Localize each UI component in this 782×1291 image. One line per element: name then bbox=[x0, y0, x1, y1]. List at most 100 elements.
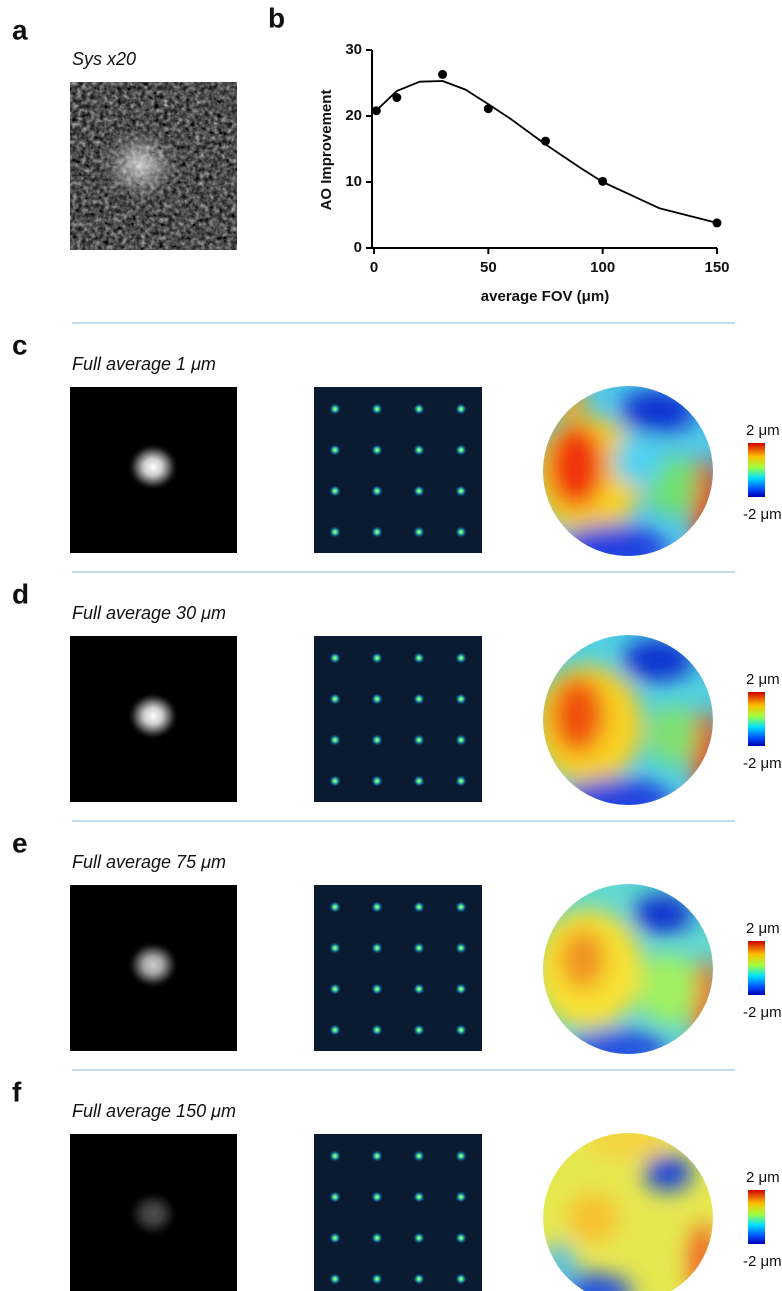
colorbar-min: -2 μm bbox=[743, 1253, 782, 1270]
panel-label: Full average 150 μm bbox=[72, 1101, 236, 1121]
x-tick-label: 100 bbox=[590, 259, 615, 276]
x-axis-label: average FOV (μm) bbox=[481, 288, 609, 305]
grid-spot bbox=[455, 983, 467, 995]
colorbar-min: -2 μm bbox=[743, 755, 782, 772]
wavefront-blob bbox=[558, 524, 668, 574]
wavefront-blob bbox=[648, 705, 698, 765]
grid-spot bbox=[455, 734, 467, 746]
grid-spot bbox=[455, 775, 467, 787]
colorbar bbox=[748, 941, 765, 995]
grid-spot bbox=[371, 1232, 383, 1244]
wavefront-blob bbox=[552, 677, 604, 753]
grid-spot bbox=[371, 526, 383, 538]
grid-spot bbox=[329, 1150, 341, 1162]
wavefront-blob bbox=[561, 929, 605, 989]
grid-spot bbox=[371, 942, 383, 954]
colorbar-max: 2 μm bbox=[746, 920, 780, 937]
wavefront-blob bbox=[568, 1029, 668, 1069]
grid-spot bbox=[455, 1150, 467, 1162]
grid-spot bbox=[329, 403, 341, 415]
wavefront-blob bbox=[588, 1128, 668, 1158]
panel-letter: a bbox=[12, 14, 28, 45]
grid-spot bbox=[455, 485, 467, 497]
grid-spot bbox=[413, 1024, 425, 1036]
colorbar-min: -2 μm bbox=[743, 506, 782, 523]
grid-spot bbox=[371, 1191, 383, 1203]
colorbar-max: 2 μm bbox=[746, 671, 780, 688]
grid-spot bbox=[329, 983, 341, 995]
colorbar-max: 2 μm bbox=[746, 422, 780, 439]
data-point bbox=[484, 104, 493, 113]
grid-spot bbox=[371, 734, 383, 746]
wavefront-blob bbox=[633, 894, 693, 934]
data-point bbox=[392, 93, 401, 102]
grid-spot bbox=[455, 1191, 467, 1203]
grid-spot bbox=[329, 1024, 341, 1036]
wavefront-blob bbox=[622, 638, 694, 682]
x-tick-label: 150 bbox=[704, 259, 729, 276]
panel-letter: e bbox=[12, 827, 28, 858]
grid-spot bbox=[329, 942, 341, 954]
panel-letter: b bbox=[268, 2, 285, 33]
grid-spot bbox=[455, 1273, 467, 1285]
grid-spot bbox=[455, 1024, 467, 1036]
data-point bbox=[713, 218, 722, 227]
grid-spot bbox=[413, 693, 425, 705]
grid-spot bbox=[329, 775, 341, 787]
image-rows: c Full average 1 μm 2 μm -2 μm d Full average… bbox=[12, 323, 782, 1291]
wavefront-blob bbox=[568, 1193, 618, 1243]
panel-letter: d bbox=[12, 578, 29, 609]
grid-spot bbox=[329, 485, 341, 497]
data-point bbox=[438, 70, 447, 79]
wavefront-blob bbox=[692, 710, 720, 800]
y-axis-label: AO Improvement bbox=[318, 90, 335, 211]
data-point bbox=[372, 106, 381, 115]
grid-spot bbox=[371, 693, 383, 705]
grid-spot bbox=[413, 1191, 425, 1203]
panel-label: Full average 75 μm bbox=[72, 852, 226, 872]
data-point bbox=[598, 177, 607, 186]
colorbar bbox=[748, 443, 765, 497]
y-tick-label: 10 bbox=[345, 173, 362, 190]
wavefront-map bbox=[533, 386, 720, 574]
wavefront-blob bbox=[613, 436, 663, 486]
wavefront-map bbox=[533, 635, 720, 822]
grid-spot bbox=[413, 403, 425, 415]
grid-spot bbox=[413, 1273, 425, 1285]
grid-spot bbox=[371, 403, 383, 415]
grid-spot bbox=[455, 444, 467, 456]
grid-spot bbox=[455, 652, 467, 664]
psf-spot bbox=[127, 941, 179, 989]
grid-spot bbox=[413, 526, 425, 538]
grid-spot bbox=[413, 901, 425, 913]
panel-a-image bbox=[70, 82, 237, 250]
wavefront-blob bbox=[638, 954, 698, 1024]
grid-spot bbox=[455, 1232, 467, 1244]
grid-spot bbox=[455, 403, 467, 415]
panel-label: Full average 1 μm bbox=[72, 354, 216, 374]
grid-spot bbox=[329, 1232, 341, 1244]
grid-spot bbox=[371, 775, 383, 787]
wavefront-blob bbox=[620, 389, 696, 433]
grid-spot bbox=[329, 734, 341, 746]
colorbar bbox=[748, 692, 765, 746]
wavefront-blob bbox=[563, 778, 673, 822]
panel-letter: c bbox=[12, 329, 28, 360]
grid-spot bbox=[371, 983, 383, 995]
y-tick-label: 30 bbox=[345, 41, 362, 58]
panel-label: Full average 30 μm bbox=[72, 603, 226, 623]
wavefront-blob bbox=[548, 424, 604, 508]
x-tick-label: 50 bbox=[480, 259, 497, 276]
y-tick-label: 20 bbox=[345, 107, 362, 124]
wavefront-blob bbox=[538, 1243, 578, 1291]
grid-spot bbox=[371, 485, 383, 497]
grid-spot bbox=[329, 693, 341, 705]
grid-spot bbox=[329, 526, 341, 538]
grid-spot bbox=[455, 901, 467, 913]
grid-spot bbox=[371, 1024, 383, 1036]
psf-spot bbox=[127, 692, 179, 740]
psf-spot bbox=[127, 443, 179, 491]
fit-curve bbox=[374, 81, 717, 223]
grid-spot bbox=[455, 526, 467, 538]
